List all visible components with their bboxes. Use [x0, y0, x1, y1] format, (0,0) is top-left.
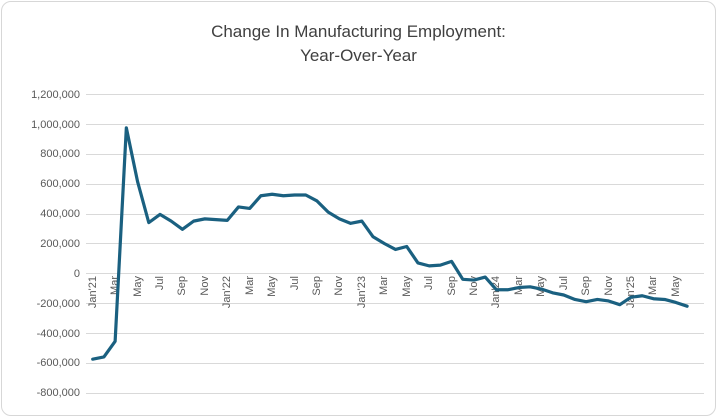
y-axis-tick-label: -400,000	[36, 327, 80, 340]
y-axis-tick-label: 0	[73, 267, 80, 280]
employment-change-line-series	[91, 125, 689, 361]
y-axis-tick-label: -600,000	[36, 357, 80, 370]
chart-title-line2: Year-Over-Year	[300, 46, 417, 65]
gridline	[86, 392, 704, 394]
y-axis-tick-label: 800,000	[40, 148, 80, 161]
gridline	[86, 183, 704, 185]
chart-title-line1: Change In Manufacturing Employment:	[211, 22, 506, 41]
gridline	[86, 94, 704, 96]
chart-title: Change In Manufacturing Employment: Year…	[2, 20, 715, 68]
y-axis-tick-label: 1,000,000	[31, 118, 80, 131]
gridline	[86, 362, 704, 364]
y-axis-tick-label: 1,200,000	[31, 88, 80, 101]
y-axis-tick-label: 400,000	[40, 208, 80, 221]
y-axis-tick-label: 600,000	[40, 178, 80, 191]
y-axis-tick-label: -200,000	[36, 297, 80, 310]
gridline	[86, 243, 704, 245]
gridline	[86, 124, 704, 126]
line-series-path	[91, 125, 689, 361]
gridline	[86, 303, 704, 305]
gridline	[86, 273, 704, 275]
y-axis-tick-label: 200,000	[40, 237, 80, 250]
gridline	[86, 153, 704, 155]
gridline	[86, 333, 704, 334]
gridline	[86, 213, 704, 215]
y-axis-tick-label: -800,000	[36, 387, 80, 400]
